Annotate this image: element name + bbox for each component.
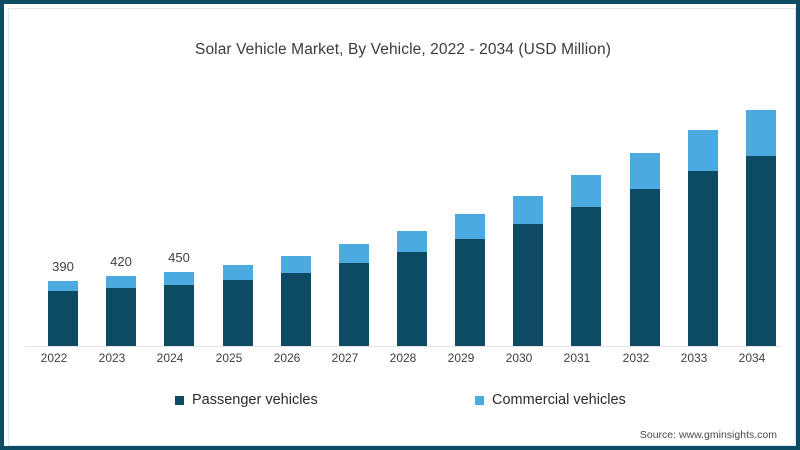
bar-group[interactable] <box>281 256 311 346</box>
bar-segment-passenger[interactable] <box>397 252 427 346</box>
bar-group[interactable]: 390 <box>48 259 78 346</box>
bar-segment-commercial[interactable] <box>513 196 543 224</box>
x-axis-tick-2023: 2023 <box>98 351 126 365</box>
bar-segment-passenger[interactable] <box>223 280 253 346</box>
bar-value-label: 450 <box>168 250 190 265</box>
x-axis-tick-2029: 2029 <box>447 351 475 365</box>
chart-legend: Passenger vehicles Commercial vehicles <box>9 392 796 414</box>
bar-segment-passenger[interactable] <box>281 273 311 346</box>
x-axis-tick-2034: 2034 <box>738 351 766 365</box>
bar-segment-passenger[interactable] <box>630 189 660 346</box>
legend-item-commercial-vehicles[interactable]: Commercial vehicles <box>475 392 626 408</box>
bar-group[interactable] <box>455 214 485 346</box>
bar-segment-commercial[interactable] <box>397 231 427 252</box>
x-axis-tick-2026: 2026 <box>273 351 301 365</box>
legend-swatch-commercial-icon <box>475 395 484 405</box>
bar-segment-passenger[interactable] <box>513 224 543 346</box>
bar-group[interactable] <box>513 196 543 346</box>
bar-segment-passenger[interactable] <box>455 239 485 346</box>
bar-segment-passenger[interactable] <box>48 291 78 346</box>
x-axis-tick-labels: 2022 2023 2024 2025 2026 2027 2028 2029 2030 2031… <box>25 351 781 371</box>
chart-title: Solar Vehicle Market, By Vehicle, 2022 -… <box>195 41 611 58</box>
source-attribution: Source: www.gminsights.com <box>639 429 777 441</box>
chart-inner-frame: Solar Vehicle Market, By Vehicle, 2022 -… <box>8 8 796 446</box>
bar-segment-commercial[interactable] <box>164 272 194 285</box>
bar-segment-commercial[interactable] <box>281 256 311 273</box>
x-axis-tick-2030: 2030 <box>505 351 533 365</box>
bar-group[interactable] <box>688 130 718 346</box>
bar-segment-commercial[interactable] <box>688 130 718 171</box>
bar-segment-passenger[interactable] <box>106 288 136 346</box>
x-axis-tick-2028: 2028 <box>389 351 417 365</box>
legend-swatch-passenger-icon <box>175 395 184 405</box>
x-axis-tick-2022: 2022 <box>40 351 68 365</box>
bar-value-label: 390 <box>52 259 74 274</box>
bar-segment-passenger[interactable] <box>164 285 194 346</box>
bar-segment-passenger[interactable] <box>688 171 718 346</box>
x-axis-baseline <box>25 346 781 347</box>
x-axis-tick-2032: 2032 <box>622 351 650 365</box>
bar-segment-commercial[interactable] <box>571 175 601 207</box>
bar-group[interactable] <box>339 244 369 346</box>
bar-group[interactable] <box>223 265 253 346</box>
bar-segment-commercial[interactable] <box>106 276 136 288</box>
bar-segment-commercial[interactable] <box>630 153 660 189</box>
x-axis-tick-2024: 2024 <box>156 351 184 365</box>
bar-segment-commercial[interactable] <box>455 214 485 239</box>
bar-group[interactable]: 420 <box>106 254 136 346</box>
bar-segment-passenger[interactable] <box>571 207 601 346</box>
legend-label-commercial: Commercial vehicles <box>492 392 626 408</box>
bar-value-label: 420 <box>110 254 132 269</box>
legend-label-passenger: Passenger vehicles <box>192 392 318 408</box>
bar-segment-passenger[interactable] <box>339 263 369 346</box>
x-axis-tick-2031: 2031 <box>563 351 591 365</box>
bar-segment-commercial[interactable] <box>48 281 78 291</box>
plot-area: 390 420 450 <box>25 81 781 347</box>
x-axis-tick-2033: 2033 <box>680 351 708 365</box>
legend-item-passenger-vehicles[interactable]: Passenger vehicles <box>175 392 318 408</box>
bar-segment-commercial[interactable] <box>339 244 369 263</box>
bar-group[interactable] <box>630 153 660 346</box>
x-axis-tick-2025: 2025 <box>215 351 243 365</box>
bar-group[interactable] <box>397 231 427 346</box>
bar-group[interactable]: 450 <box>164 250 194 346</box>
bar-group[interactable] <box>571 175 601 346</box>
bar-segment-commercial[interactable] <box>746 110 776 156</box>
x-axis-tick-2027: 2027 <box>331 351 359 365</box>
bar-segment-commercial[interactable] <box>223 265 253 280</box>
bar-group[interactable] <box>746 110 776 346</box>
bar-segment-passenger[interactable] <box>746 156 776 346</box>
